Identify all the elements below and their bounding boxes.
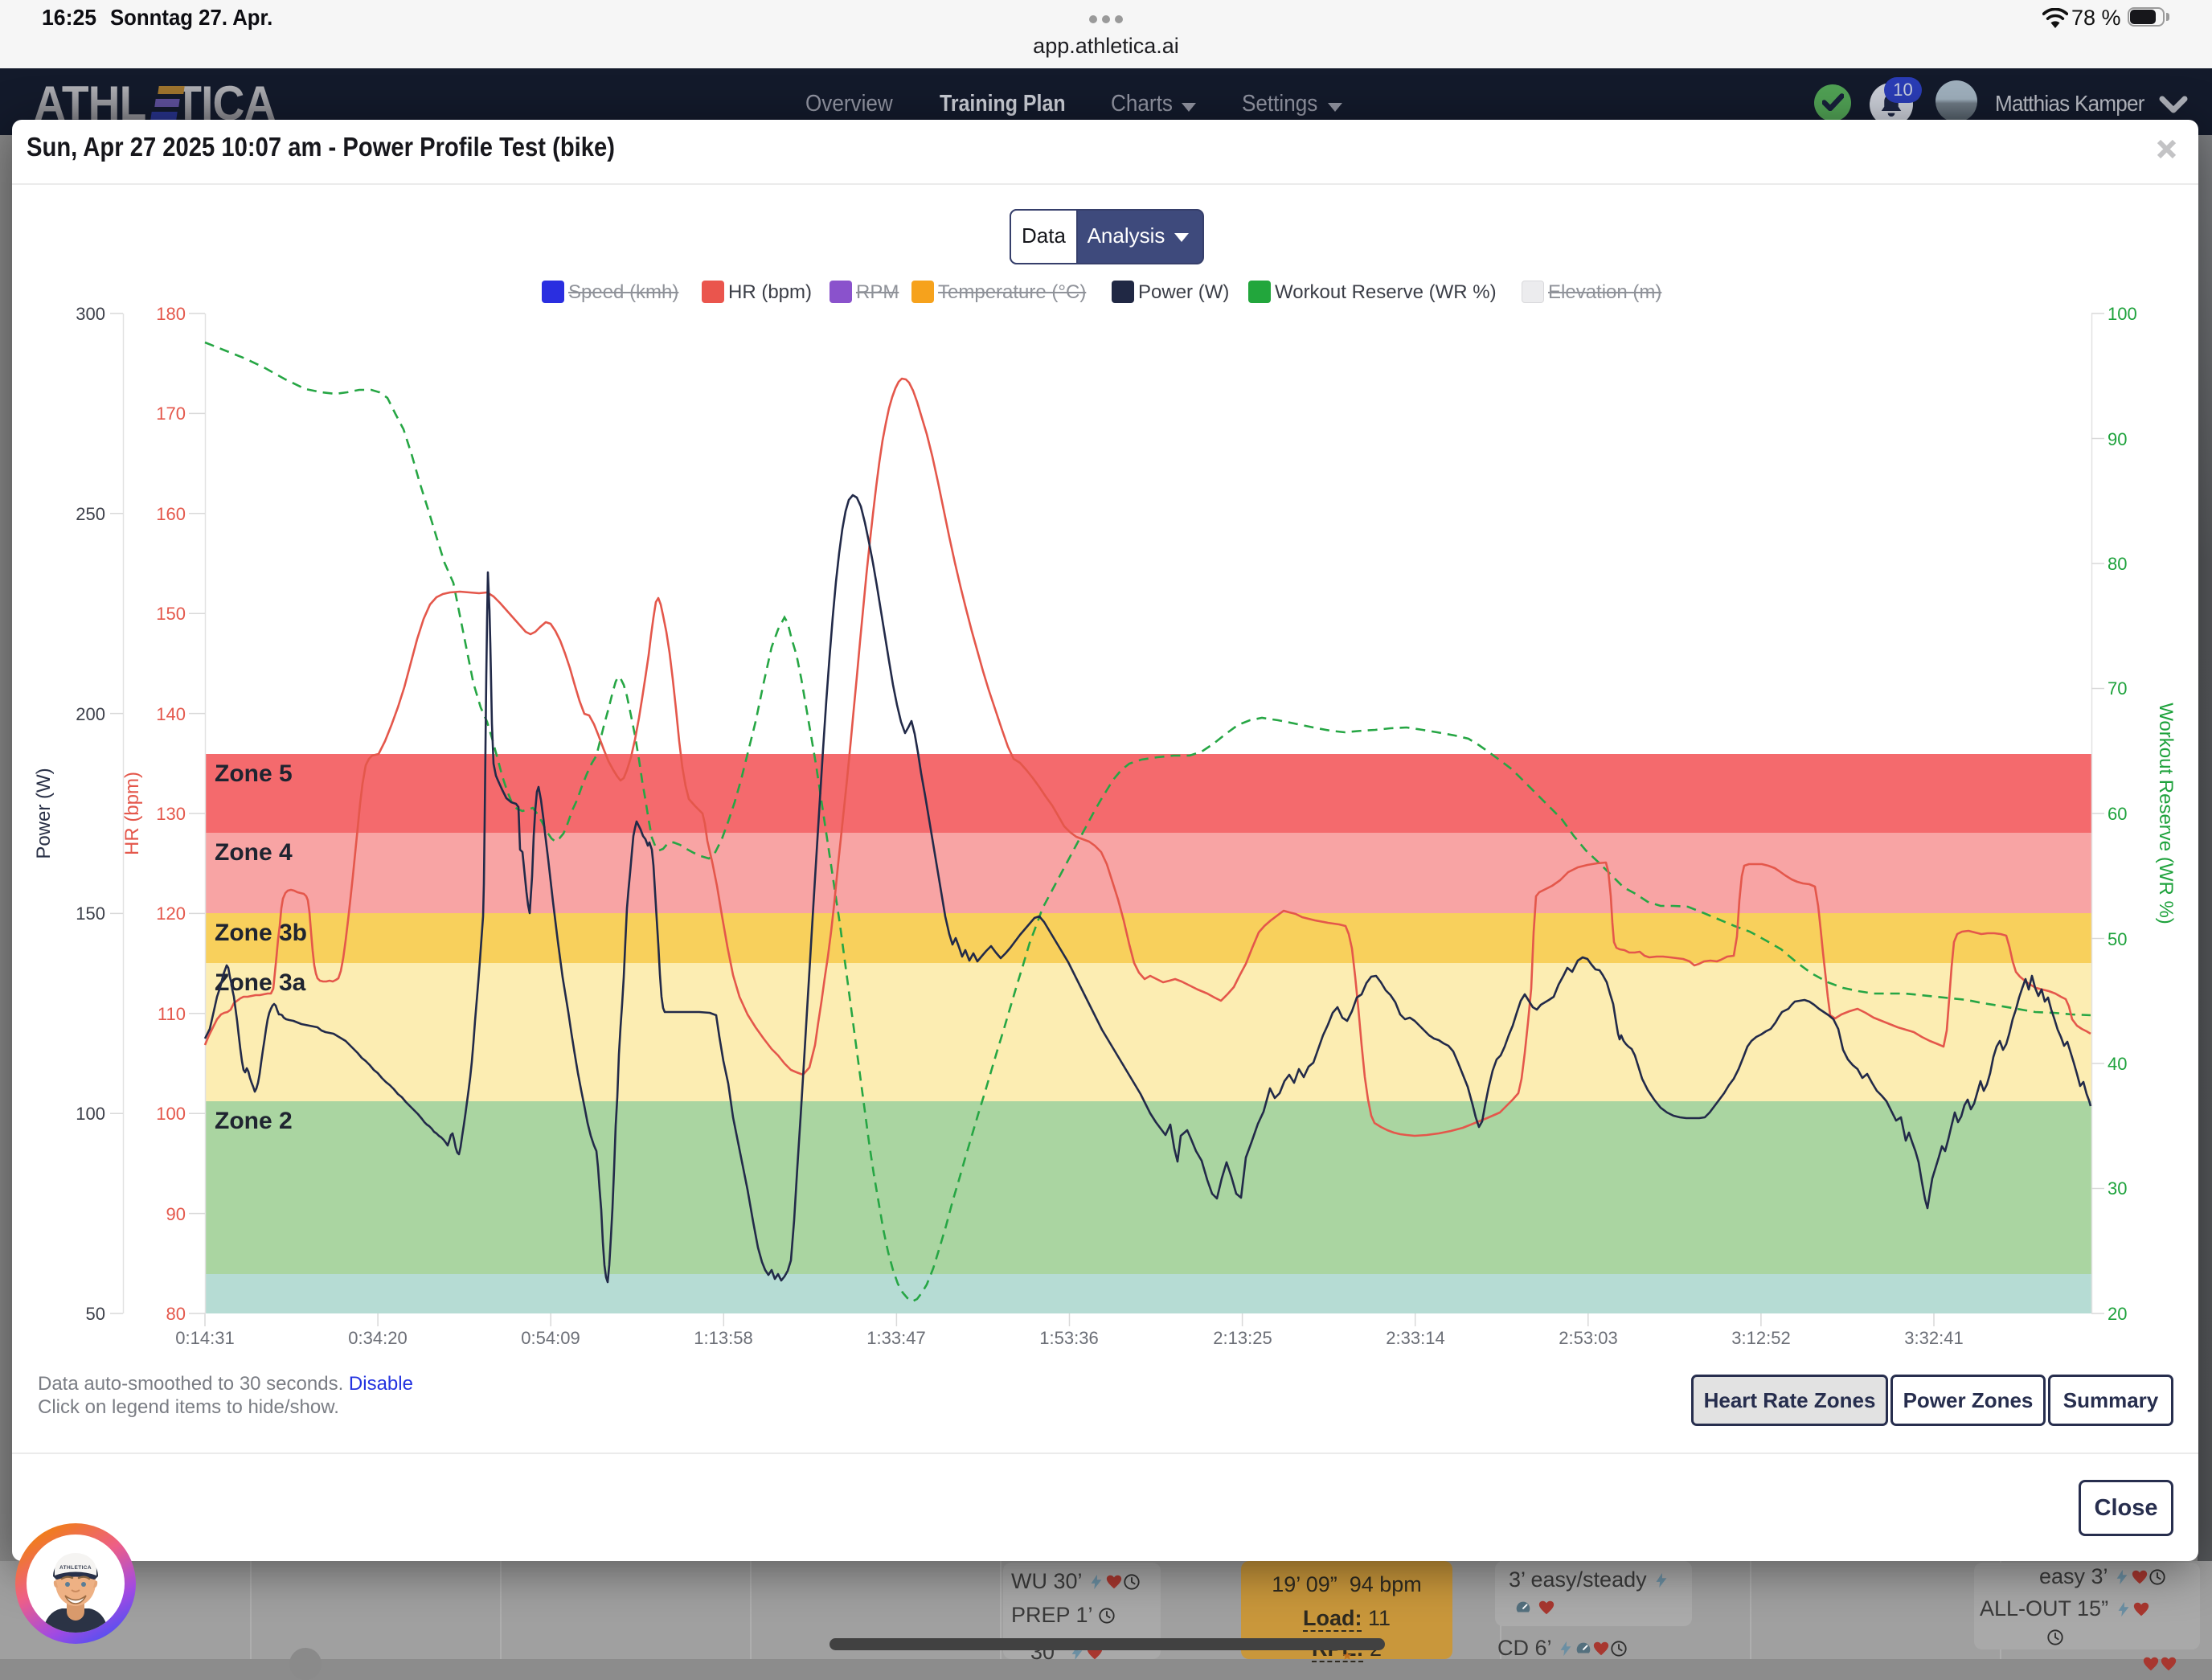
svg-text:130: 130 bbox=[156, 804, 186, 824]
svg-text:150: 150 bbox=[156, 604, 186, 624]
svg-text:100: 100 bbox=[2108, 304, 2137, 324]
svg-text:90: 90 bbox=[2108, 429, 2127, 449]
svg-text:100: 100 bbox=[156, 1104, 186, 1124]
svg-text:1:53:36: 1:53:36 bbox=[1039, 1328, 1098, 1348]
svg-text:120: 120 bbox=[156, 904, 186, 924]
svg-text:Zone 4: Zone 4 bbox=[215, 839, 293, 866]
svg-text:40: 40 bbox=[2108, 1054, 2127, 1074]
svg-text:2:53:03: 2:53:03 bbox=[1559, 1328, 1617, 1348]
svg-text:0:34:20: 0:34:20 bbox=[348, 1328, 407, 1348]
svg-text:Zone 5: Zone 5 bbox=[215, 760, 293, 787]
svg-text:1:13:58: 1:13:58 bbox=[694, 1328, 752, 1348]
svg-text:2:13:25: 2:13:25 bbox=[1213, 1328, 1272, 1348]
svg-text:3:32:41: 3:32:41 bbox=[1904, 1328, 1963, 1348]
svg-text:90: 90 bbox=[166, 1204, 186, 1224]
svg-text:0:54:09: 0:54:09 bbox=[521, 1328, 580, 1348]
svg-text:50: 50 bbox=[86, 1304, 105, 1324]
svg-text:Workout Reserve (WR %): Workout Reserve (WR %) bbox=[2155, 703, 2177, 924]
svg-text:60: 60 bbox=[2108, 804, 2127, 824]
svg-text:300: 300 bbox=[76, 304, 105, 324]
svg-text:100: 100 bbox=[76, 1104, 105, 1124]
svg-text:150: 150 bbox=[76, 904, 105, 924]
svg-text:ATHLETICA: ATHLETICA bbox=[59, 1565, 92, 1571]
svg-text:Zone 3b: Zone 3b bbox=[215, 920, 307, 946]
svg-text:3:12:52: 3:12:52 bbox=[1731, 1328, 1790, 1348]
svg-text:Power (W): Power (W) bbox=[33, 768, 55, 858]
svg-text:170: 170 bbox=[156, 404, 186, 424]
svg-text:200: 200 bbox=[76, 704, 105, 724]
svg-text:0:14:31: 0:14:31 bbox=[175, 1328, 234, 1348]
svg-text:80: 80 bbox=[2108, 554, 2127, 574]
svg-text:2:33:14: 2:33:14 bbox=[1386, 1328, 1444, 1348]
svg-text:30: 30 bbox=[2108, 1178, 2127, 1199]
svg-text:160: 160 bbox=[156, 504, 186, 524]
svg-text:180: 180 bbox=[156, 304, 186, 324]
svg-text:140: 140 bbox=[156, 704, 186, 724]
svg-text:50: 50 bbox=[2108, 929, 2127, 949]
svg-text:1:33:47: 1:33:47 bbox=[866, 1328, 925, 1348]
svg-text:110: 110 bbox=[158, 1004, 186, 1024]
svg-text:Zone 2: Zone 2 bbox=[215, 1108, 293, 1134]
svg-text:HR (bpm): HR (bpm) bbox=[121, 772, 143, 855]
svg-text:250: 250 bbox=[76, 504, 105, 524]
svg-text:80: 80 bbox=[166, 1304, 186, 1324]
svg-text:20: 20 bbox=[2108, 1304, 2127, 1324]
svg-text:70: 70 bbox=[2108, 678, 2127, 699]
